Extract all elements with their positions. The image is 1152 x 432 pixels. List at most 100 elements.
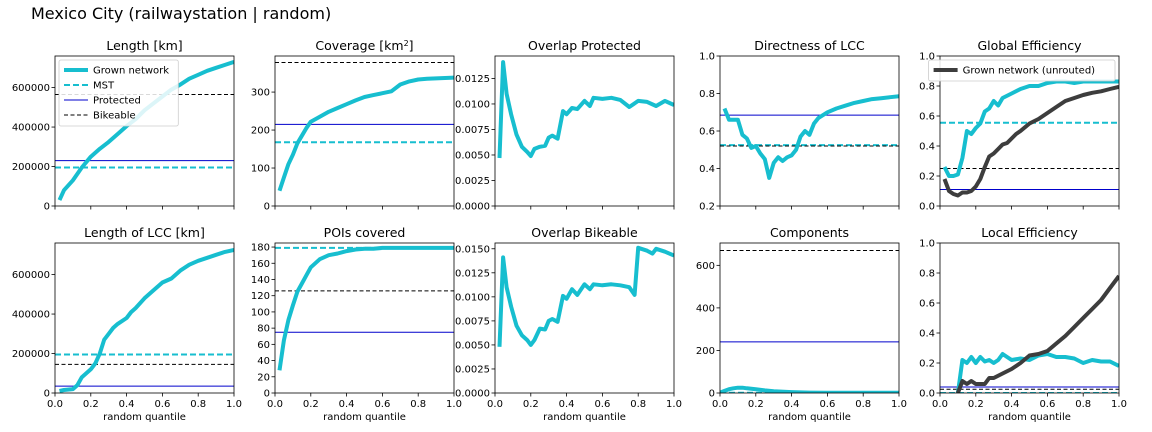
panel-local-efficiency-xtick-label: 0.0 <box>932 399 948 410</box>
panel-coverage-km-series-grown-network <box>277 75 454 192</box>
panel-length-of-lcc-km-xtick-label: 0.4 <box>119 399 135 410</box>
panel-overlap-protected-ytick-label: 0.0075 <box>455 125 490 136</box>
panel-local-efficiency-xtick-label: 0.6 <box>1039 399 1055 410</box>
panel-pois-covered-xtick-label: 0.6 <box>374 399 390 410</box>
panel-pois-covered-ytick-label: 80 <box>257 324 270 335</box>
panel-directness-of-lcc-ytick-label: 1.0 <box>699 52 715 63</box>
panel-directness-of-lcc: Directness of LCC 0.2 0.4 0.6 0.8 1.0 <box>699 38 900 213</box>
panel-global-efficiency-ytick-label: 0.2 <box>919 172 935 183</box>
panel-components-xtick-label: 0.8 <box>855 399 871 410</box>
panel-length-of-lcc-km-title: Length of LCC [km] <box>84 225 205 240</box>
panel-overlap-bikeable-xtick-label: 0.0 <box>487 399 503 410</box>
panel-global-efficiency-ytick-label: 0.4 <box>919 142 935 153</box>
panel-global-efficiency-ytick-label: 0.8 <box>919 82 935 93</box>
panel-local-efficiency-ytick-label: 0.6 <box>919 299 935 310</box>
panel-length-of-lcc-km-ytick-label: 400000 <box>12 310 50 321</box>
panel-coverage-km-frame <box>274 55 455 207</box>
panel-length-of-lcc-km-ytick-label: 200000 <box>12 349 50 360</box>
panel-overlap-bikeable-ytick-label: 0.0075 <box>455 316 490 327</box>
panel-local-efficiency-xtick-label: 0.4 <box>1004 399 1020 410</box>
panel-pois-covered-ytick-label: 20 <box>257 372 270 383</box>
panel-overlap-bikeable-xtick-label: 0.2 <box>523 399 539 410</box>
panel-overlap-protected-ytick-label: 0.0125 <box>455 74 490 85</box>
panel-overlap-protected-frame <box>494 55 675 207</box>
panel-overlap-bikeable-xlabel: random quantile <box>543 412 626 423</box>
panel-length-of-lcc-km-xtick-label: 0.6 <box>154 399 170 410</box>
panel-coverage-km-ytick-label: 0 <box>264 202 270 213</box>
panel-length-km-legend: Grown network MST Protected Bikeable <box>58 59 179 127</box>
panel-pois-covered-xtick-label: 0.0 <box>267 399 283 410</box>
panel-directness-of-lcc-ytick-label: 0.8 <box>699 89 715 100</box>
panel-local-efficiency-xtick-label: 0.8 <box>1075 399 1091 410</box>
panel-directness-of-lcc-ytick-label: 0.4 <box>699 164 715 175</box>
panel-length-km-legend-label-grown-network: Grown network <box>93 66 169 77</box>
panel-length-km-ytick-label: 0 <box>44 202 50 213</box>
panel-global-efficiency-ytick-label: 0.0 <box>919 202 935 213</box>
panel-length-km-legend-label-mst: MST <box>93 81 115 92</box>
panel-global-efficiency-frame <box>939 55 1120 207</box>
panel-length-km-ytick-label: 400000 <box>12 123 50 134</box>
panel-local-efficiency-frame <box>939 242 1120 394</box>
panel-length-of-lcc-km-xtick-label: 1.0 <box>226 399 242 410</box>
panel-global-efficiency-legend: Grown network (unrouted) <box>928 59 1116 82</box>
panel-length-of-lcc-km-series-grown-network <box>59 247 234 393</box>
panel-local-efficiency-ytick-label: 0.4 <box>919 329 935 340</box>
panel-local-efficiency-ytick-label: 1.0 <box>919 239 935 250</box>
panel-components-series-grown-network <box>720 385 899 393</box>
panel-global-efficiency-series-grown-network-unrouted <box>942 84 1119 198</box>
panel-pois-covered-xtick-label: 1.0 <box>446 399 462 410</box>
panel-length-km-legend-box <box>58 59 179 127</box>
panel-directness-of-lcc-ytick-label: 0.2 <box>699 202 715 213</box>
panel-global-efficiency-ytick-label: 1.0 <box>919 52 935 63</box>
panel-components-ytick-label: 0 <box>709 389 715 400</box>
panel-pois-covered-xtick-label: 0.2 <box>303 399 319 410</box>
panel-overlap-bikeable-series-grown-network <box>497 245 674 347</box>
panel-overlap-bikeable-ytick-label: 0.0150 <box>455 244 490 255</box>
panel-pois-covered-ytick-label: 100 <box>251 307 270 318</box>
panel-pois-covered: POIs covered 0 20 40 60 80 100 120 140 160 180 0.0 0… <box>251 225 462 423</box>
panel-components-xtick-label: 0.6 <box>819 399 835 410</box>
panel-components-xtick-label: 0.4 <box>784 399 800 410</box>
panel-pois-covered-xtick-label: 0.8 <box>410 399 426 410</box>
panel-pois-covered-ytick-label: 140 <box>251 275 270 286</box>
panel-coverage-km-ytick-label: 200 <box>251 126 270 137</box>
panel-length-of-lcc-km-xtick-label: 0.0 <box>47 399 63 410</box>
panel-local-efficiency-title: Local Efficiency <box>981 225 1078 240</box>
panel-components-ytick-label: 200 <box>696 346 715 357</box>
panel-coverage-km-ytick-label: 100 <box>251 164 270 175</box>
panel-local-efficiency: Local Efficiency 0.0 0.2 0.4 0.6 0.8 1.0 0.0 0.2… <box>919 225 1127 423</box>
panel-overlap-bikeable-xtick-label: 0.8 <box>630 399 646 410</box>
panel-length-of-lcc-km-xlabel: random quantile <box>103 412 186 423</box>
panel-coverage-km-ytick-label: 300 <box>251 88 270 99</box>
panel-overlap-bikeable-xtick-label: 1.0 <box>666 399 682 410</box>
panel-coverage-km: Coverage [km2] 0 100 200 300 <box>251 38 455 213</box>
panel-components-xtick-label: 0.0 <box>712 399 728 410</box>
panel-overlap-bikeable-frame <box>494 242 675 394</box>
panel-length-of-lcc-km-xtick-label: 0.8 <box>190 399 206 410</box>
panel-pois-covered-series-grown-network <box>277 245 454 371</box>
panel-pois-covered-xtick-label: 0.4 <box>339 399 355 410</box>
panel-length-km-frame <box>54 55 235 207</box>
panel-directness-of-lcc-series-grown-network <box>722 94 899 180</box>
panel-length-km-ytick-label: 600000 <box>12 83 50 94</box>
panel-local-efficiency-series-grown-network-unrouted <box>956 274 1119 393</box>
panel-length-of-lcc-km: Length of LCC [km] 0 200000 400000 600000 0.0… <box>12 225 242 423</box>
panel-overlap-bikeable-xtick-label: 0.6 <box>594 399 610 410</box>
panel-overlap-bikeable-ytick-label: 0.0050 <box>455 340 490 351</box>
panel-global-efficiency-title: Global Efficiency <box>977 38 1082 53</box>
panel-pois-covered-title: POIs covered <box>324 225 406 240</box>
panel-local-efficiency-ytick-label: 0.0 <box>919 389 935 400</box>
panel-global-efficiency-legend-box <box>928 59 1116 82</box>
panel-pois-covered-ytick-label: 120 <box>251 291 270 302</box>
panel-coverage-km-title: Coverage [km2] <box>315 38 413 53</box>
panel-length-of-lcc-km-ytick-label: 0 <box>44 389 50 400</box>
panel-overlap-bikeable-ytick-label: 0.0000 <box>455 389 490 400</box>
panel-components-ytick-label: 400 <box>696 303 715 314</box>
panel-directness-of-lcc-ytick-label: 0.6 <box>699 127 715 138</box>
panel-local-efficiency-ytick-label: 0.2 <box>919 359 935 370</box>
panel-overlap-bikeable: Overlap Bikeable 0.0000 0.0025 0.0050 0.0075… <box>455 225 682 423</box>
panel-local-efficiency-xlabel: random quantile <box>988 412 1071 423</box>
panel-pois-covered-ytick-label: 0 <box>264 389 270 400</box>
panel-overlap-protected-ytick-label: 0.0100 <box>455 99 490 110</box>
